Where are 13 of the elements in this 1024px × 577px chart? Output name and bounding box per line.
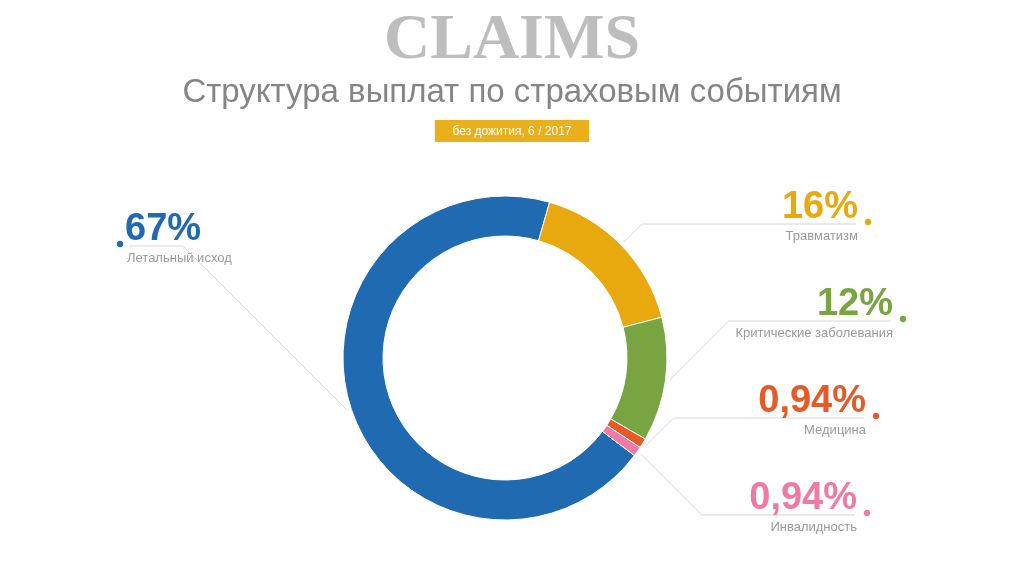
data-label: 67% (125, 206, 202, 248)
data-label: 16% (781, 184, 858, 226)
chart-subtitle: без дожития, 6 / 2017 (452, 124, 572, 138)
data-label: 12% (816, 281, 893, 323)
legend-label: Инвалидность (770, 519, 858, 534)
legend-label: Травматизм (785, 228, 859, 243)
legend-label: Медицина (804, 422, 867, 437)
chart-title: Структура выплат по страховым событиям (182, 72, 842, 109)
legend-label: Критические заболевания (735, 325, 893, 340)
data-label: 0,94% (758, 378, 866, 420)
legend-label: Летальный исход (127, 250, 233, 265)
text: CLAIMS (383, 1, 641, 72)
data-label: 0,94% (749, 475, 857, 517)
